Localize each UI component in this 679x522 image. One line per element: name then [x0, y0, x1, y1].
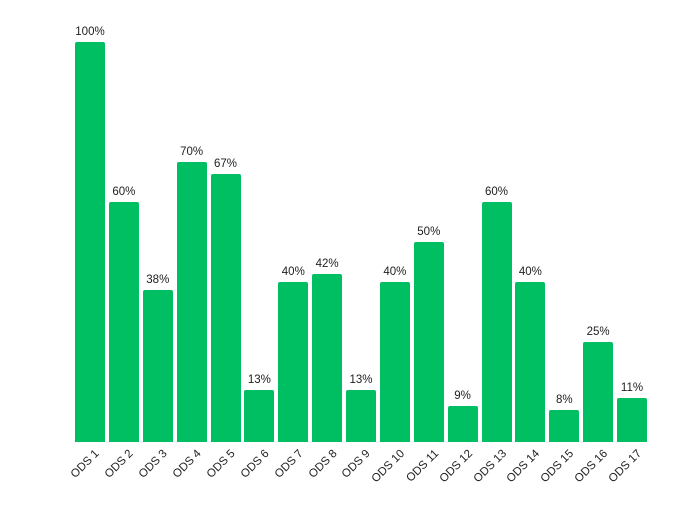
bar-ods-1: [75, 42, 105, 442]
x-axis-label: ODS 12: [437, 447, 475, 486]
x-axis-label: ODS 17: [606, 447, 645, 486]
bar-ods-7: [278, 282, 309, 442]
bar-ods-13: [481, 202, 512, 442]
bar-value-label: 25%: [586, 326, 610, 338]
bar-value-label: 13%: [247, 374, 271, 386]
x-axis-label: ODS 6: [238, 447, 272, 481]
x-axis-label: ODS 15: [538, 447, 577, 486]
bar-ods-5: [210, 174, 241, 442]
bar-ods-14: [515, 282, 546, 442]
x-axis-label: ODS 14: [505, 447, 543, 486]
x-axis-label: ODS 8: [306, 447, 340, 481]
bar-value-label: 60%: [112, 186, 136, 198]
bar-value-label: 50%: [417, 226, 441, 238]
bar-value-label: 13%: [349, 374, 373, 386]
bar-value-label: 100%: [75, 26, 105, 38]
x-axis-label: ODS 2: [103, 447, 137, 481]
x-axis-label: ODS 11: [404, 447, 441, 485]
x-axis-label: ODS 1: [69, 447, 103, 481]
bar-ods-8: [312, 274, 343, 442]
x-axis-label: ODS 7: [272, 447, 306, 481]
bar-value-label: 60%: [484, 186, 509, 198]
bar-value-label: 11%: [620, 382, 644, 394]
x-axis-label: ODS 4: [170, 447, 204, 481]
bar-ods-3: [142, 290, 173, 442]
x-axis-label: ODS 5: [204, 447, 238, 481]
bar-ods-9: [346, 390, 376, 442]
bar-ods-16: [583, 342, 614, 442]
bar-ods-15: [549, 410, 580, 442]
bar-ods-12: [447, 406, 478, 442]
bar-value-label: 9%: [454, 390, 471, 402]
bar-value-label: 40%: [383, 266, 407, 278]
bar-ods-11: [413, 242, 444, 442]
bar-ods-10: [379, 282, 410, 442]
x-axis-label: ODS 3: [137, 447, 170, 481]
bar-value-label: 70%: [180, 146, 204, 158]
bar-ods-2: [108, 202, 139, 442]
x-axis-label: ODS 13: [471, 447, 509, 486]
bar-value-label: 8%: [555, 394, 573, 406]
bar-value-label: 40%: [518, 266, 542, 278]
bar-ods-17: [617, 398, 647, 442]
bar-value-label: 40%: [281, 266, 305, 278]
bar-ods-4: [176, 162, 207, 442]
x-axis-label: ODS 16: [572, 447, 611, 486]
bar-value-label: 67%: [213, 158, 238, 170]
bar-value-label: 38%: [146, 274, 170, 286]
bar-value-label: 42%: [315, 258, 339, 270]
x-axis-label: ODS 10: [369, 447, 408, 486]
bar-ods-6: [244, 390, 275, 442]
